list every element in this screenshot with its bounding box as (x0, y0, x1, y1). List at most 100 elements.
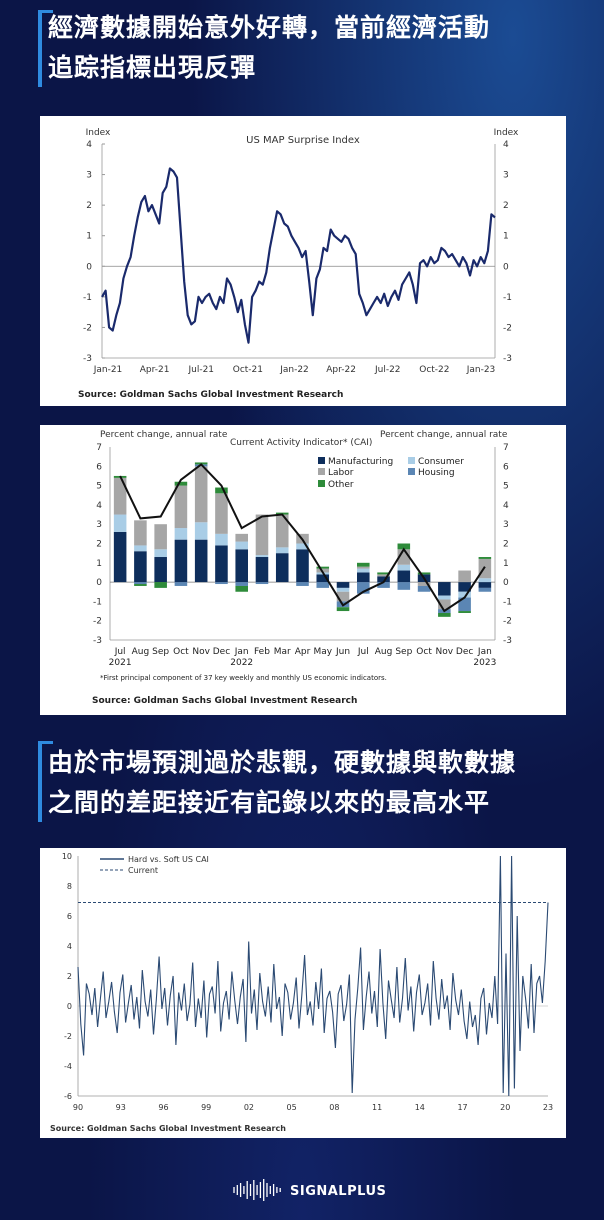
bar-manufacturing (235, 549, 248, 583)
x-tick-label: Oct-21 (233, 365, 263, 375)
y-tick-label-right: -2 (503, 617, 512, 627)
y-tick-label-right: -1 (503, 293, 512, 303)
y-tick-label-left: 6 (96, 462, 102, 472)
x-tick-label: Jan (234, 647, 249, 657)
bar-manufacturing (438, 582, 451, 596)
x-tick-label: Jul (114, 647, 126, 657)
bar-manufacturing (357, 572, 370, 583)
y-axis-label-left: Index (86, 128, 111, 138)
bar-consumer (438, 595, 451, 600)
x-tick-label: Jan (477, 647, 492, 657)
bar-other (134, 584, 147, 586)
bar-consumer (296, 543, 309, 550)
bar-labor (154, 524, 167, 550)
y-tick-label-left: 5 (96, 482, 102, 492)
x-tick-label: 11 (372, 1103, 382, 1112)
y-tick-label-left: 1 (86, 232, 92, 242)
y-tick-label-right: 4 (503, 501, 509, 511)
x-tick-label: Jun (335, 647, 350, 657)
headline-accent-bar (38, 13, 42, 87)
headline-bottom-line2: 之間的差距接近有記錄以來的最高水平 (48, 788, 491, 817)
bar-labor (134, 520, 147, 546)
y-tick-label-left: -3 (93, 636, 102, 646)
bar-manufacturing (215, 545, 228, 583)
bar-manufacturing (336, 582, 350, 588)
y-tick-label: 10 (62, 852, 72, 861)
y-tick-label-left: 3 (96, 520, 102, 530)
x-tick-label: May (313, 647, 332, 657)
y-tick-label: -4 (64, 1062, 72, 1071)
bar-housing (235, 582, 248, 586)
bar-consumer (215, 533, 228, 546)
bar-manufacturing (397, 570, 411, 583)
legend-swatch-manufacturing (318, 457, 325, 464)
x-tick-label: Jul (357, 647, 369, 657)
bar-manufacturing (458, 582, 471, 592)
headline-bottom-line1: 由於市場預測過於悲觀，硬數據與軟數據 (48, 748, 517, 777)
headline-bottom: 由於市場預測過於悲觀，硬數據與軟數據 之間的差距接近有記錄以來的最高水平 (48, 743, 516, 823)
bar-consumer (113, 514, 127, 532)
bar-other (417, 572, 431, 575)
x-tick-label: 96 (158, 1103, 168, 1112)
x-tick-label: Dec (213, 647, 230, 657)
y-tick-label-right: 2 (503, 540, 509, 550)
legend-swatch-labor (318, 468, 325, 475)
bar-manufacturing (377, 576, 390, 583)
x-tick-label: 02 (244, 1103, 254, 1112)
y-tick-label-right: -3 (503, 636, 512, 646)
series-line-surprise-index (101, 167, 496, 344)
bar-housing (174, 582, 188, 586)
chart-title: Current Activity Indicator* (CAI) (230, 438, 372, 448)
bar-manufacturing (113, 531, 127, 583)
bar-labor (255, 514, 269, 556)
y-tick-label-right: 5 (503, 482, 509, 492)
chart-footnote: *First principal component of 37 key wee… (100, 674, 387, 682)
x-tick-label: Nov (436, 647, 454, 657)
x-tick-label: Feb (254, 647, 270, 657)
y-tick-label-right: 0 (503, 578, 509, 588)
y-tick-label-right: 1 (503, 559, 509, 569)
y-tick-label-left: -2 (83, 323, 92, 333)
x-tick-label: Sep (395, 647, 412, 657)
bar-other (316, 566, 330, 569)
y-tick-label-left: 2 (96, 540, 102, 550)
bar-consumer (397, 564, 411, 571)
x-tick-label: Aug (375, 647, 393, 657)
y-tick-label-left: -1 (83, 293, 92, 303)
legend-label-labor: Labor (328, 468, 354, 478)
x-tick-label: Dec (456, 647, 473, 657)
bar-labor (235, 533, 248, 542)
bar-consumer (235, 541, 248, 550)
chart-source: Source: Goldman Sachs Global Investment … (78, 390, 343, 400)
bar-housing (215, 582, 228, 585)
bar-other (235, 585, 248, 592)
y-tick-label-left: 1 (96, 559, 102, 569)
y-tick-label-left: 0 (96, 578, 102, 588)
y-tick-label-left: 4 (96, 501, 102, 511)
headline-top-line1: 經濟數據開始意外好轉，當前經濟活動 (48, 13, 491, 42)
bar-labor (458, 570, 471, 583)
bar-manufacturing (255, 557, 269, 583)
legend-label-housing: Housing (418, 468, 455, 478)
chart-panel-surprise-index: US MAP Surprise Index Index Index 4 4 3 3 2 2 1 1 0… (40, 116, 566, 406)
bar-manufacturing (194, 539, 208, 583)
chart-title: US MAP Surprise Index (246, 135, 360, 146)
y-tick-label-left: 3 (86, 171, 92, 181)
bar-housing (357, 582, 370, 594)
bar-labor (417, 582, 431, 586)
bar-housing (377, 582, 390, 588)
bar-consumer (194, 522, 208, 540)
x-tick-label: Oct-22 (419, 365, 449, 375)
x-tick-label: 17 (457, 1103, 467, 1112)
bar-other (438, 612, 451, 617)
x-tick-label: Apr (295, 647, 311, 657)
chart-panel-hard-soft: 10 8 6 4 2 0 -2 -4 -6 90 93 96 99 02 05 08 11 14 17 20 23 Har… (40, 848, 566, 1138)
x-tick-label: Oct (173, 647, 189, 657)
signalplus-logo-icon (233, 1179, 281, 1201)
bar-other (478, 557, 492, 559)
x-year-label: 2023 (473, 658, 496, 668)
y-tick-label-right: 4 (503, 140, 509, 150)
y-axis-label-left: Percent change, annual rate (100, 430, 228, 440)
bar-manufacturing (296, 549, 309, 583)
bar-other (215, 487, 228, 494)
